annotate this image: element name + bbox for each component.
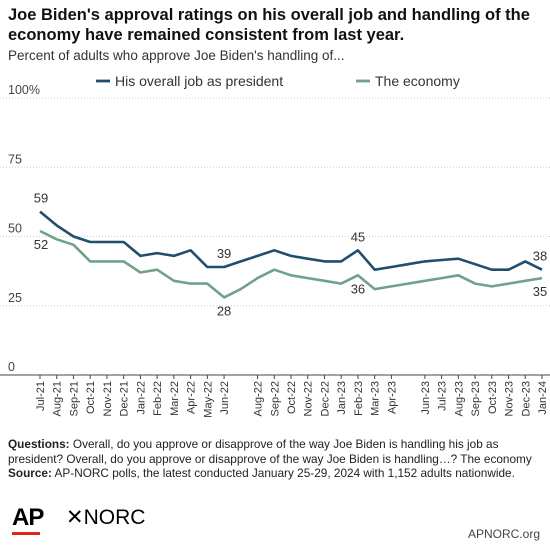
chart-notes: Questions: Overall, do you approve or di… (8, 437, 544, 481)
questions-text: Overall, do you approve or disapprove of… (8, 437, 532, 466)
chart-subtitle: Percent of adults who approve Joe Biden'… (8, 48, 345, 63)
y-tick-label-0: 0 (8, 360, 15, 374)
approval-line-chart: His overall job as president The economy … (0, 73, 550, 418)
data-label-59: 59 (34, 191, 48, 206)
data-label-39: 39 (217, 246, 231, 261)
x-tick-label-Aug-22: Aug-22 (253, 381, 265, 416)
legend-label-overall-job: His overall job as president (115, 73, 283, 89)
questions-note: Questions: Overall, do you approve or di… (8, 437, 544, 466)
x-tick-label-Jul-21: Jul-21 (35, 381, 47, 411)
x-tick-label-Apr-22: Apr-22 (186, 381, 198, 414)
x-tick-label-Nov-21: Nov-21 (102, 381, 114, 416)
ap-logo: AP (12, 504, 44, 531)
x-tick-label-Jan-23: Jan-23 (336, 381, 348, 415)
x-tick-label-Sep-22: Sep-22 (269, 381, 281, 416)
series-line-economy (39, 229, 543, 299)
x-tick-label-Aug-21: Aug-21 (52, 381, 64, 416)
x-tick-label-Jan-22: Jan-22 (135, 381, 147, 415)
x-tick-label-Feb-23: Feb-23 (353, 381, 365, 416)
x-tick-label-Mar-22: Mar-22 (169, 381, 181, 416)
x-tick-label-Mar-23: Mar-23 (370, 381, 382, 416)
x-tick-label-Jun-22: Jun-22 (219, 381, 231, 415)
x-tick-label-Jul-23: Jul-23 (437, 381, 449, 411)
data-label-28: 28 (217, 303, 231, 318)
x-tick-label-Dec-23: Dec-23 (520, 381, 532, 416)
data-label-45: 45 (351, 229, 365, 244)
footer: AP ✕NORC APNORC.org (0, 498, 550, 550)
source-label: Source: (8, 466, 52, 480)
x-tick-label-Aug-23: Aug-23 (453, 381, 465, 416)
x-tick-label-Jan-24: Jan-24 (537, 381, 549, 415)
legend-label-economy: The economy (375, 73, 460, 89)
data-label-52: 52 (34, 237, 48, 252)
x-tick-label-Oct-22: Oct-22 (286, 381, 298, 414)
source-note: Source: AP-NORC polls, the latest conduc… (8, 466, 544, 481)
y-tick-label-100: 100% (8, 83, 40, 97)
x-tick-label-Jun-23: Jun-23 (420, 381, 432, 415)
x-tick-label-May-22: May-22 (202, 381, 214, 418)
x-tick-label-Nov-22: Nov-22 (303, 381, 315, 416)
legend: His overall job as president The economy (96, 73, 460, 89)
y-tick-label-25: 25 (8, 291, 22, 305)
data-label-35: 35 (533, 284, 547, 299)
x-tick-label-Oct-21: Oct-21 (85, 381, 97, 414)
series-line-overall-job (39, 210, 543, 271)
norc-logo: ✕NORC (66, 506, 146, 529)
y-tick-label-50: 50 (8, 222, 22, 236)
site-link[interactable]: APNORC.org (467, 527, 540, 541)
x-axis-ticks: Jul-21 Aug-21 Sep-21 Oct-21 Nov-21 Dec-21 Jan-… (35, 375, 549, 418)
ap-logo-bar (12, 532, 40, 535)
x-tick-label-Sep-21: Sep-21 (68, 381, 80, 416)
chart-title: Joe Biden's approval ratings on his over… (8, 6, 530, 44)
y-axis-ticks: 0 25 50 75 100% (8, 83, 40, 374)
data-label-36: 36 (351, 281, 365, 296)
x-tick-label-Feb-22: Feb-22 (152, 381, 164, 416)
x-tick-label-Nov-23: Nov-23 (504, 381, 516, 416)
x-tick-label-Dec-21: Dec-21 (119, 381, 131, 416)
x-tick-label-Sep-23: Sep-23 (470, 381, 482, 416)
series-lines (39, 210, 543, 299)
questions-label: Questions: (8, 437, 70, 451)
source-text: AP-NORC polls, the latest conducted Janu… (51, 466, 515, 480)
x-tick-label-Oct-23: Oct-23 (487, 381, 499, 414)
gridlines (0, 97, 550, 376)
data-label-38: 38 (533, 249, 547, 264)
x-tick-label-Dec-22: Dec-22 (319, 381, 331, 416)
y-tick-label-75: 75 (8, 152, 22, 166)
x-tick-label-Apr-23: Apr-23 (386, 381, 398, 414)
data-labels: 59 52 39 28 45 36 38 35 (34, 191, 547, 319)
